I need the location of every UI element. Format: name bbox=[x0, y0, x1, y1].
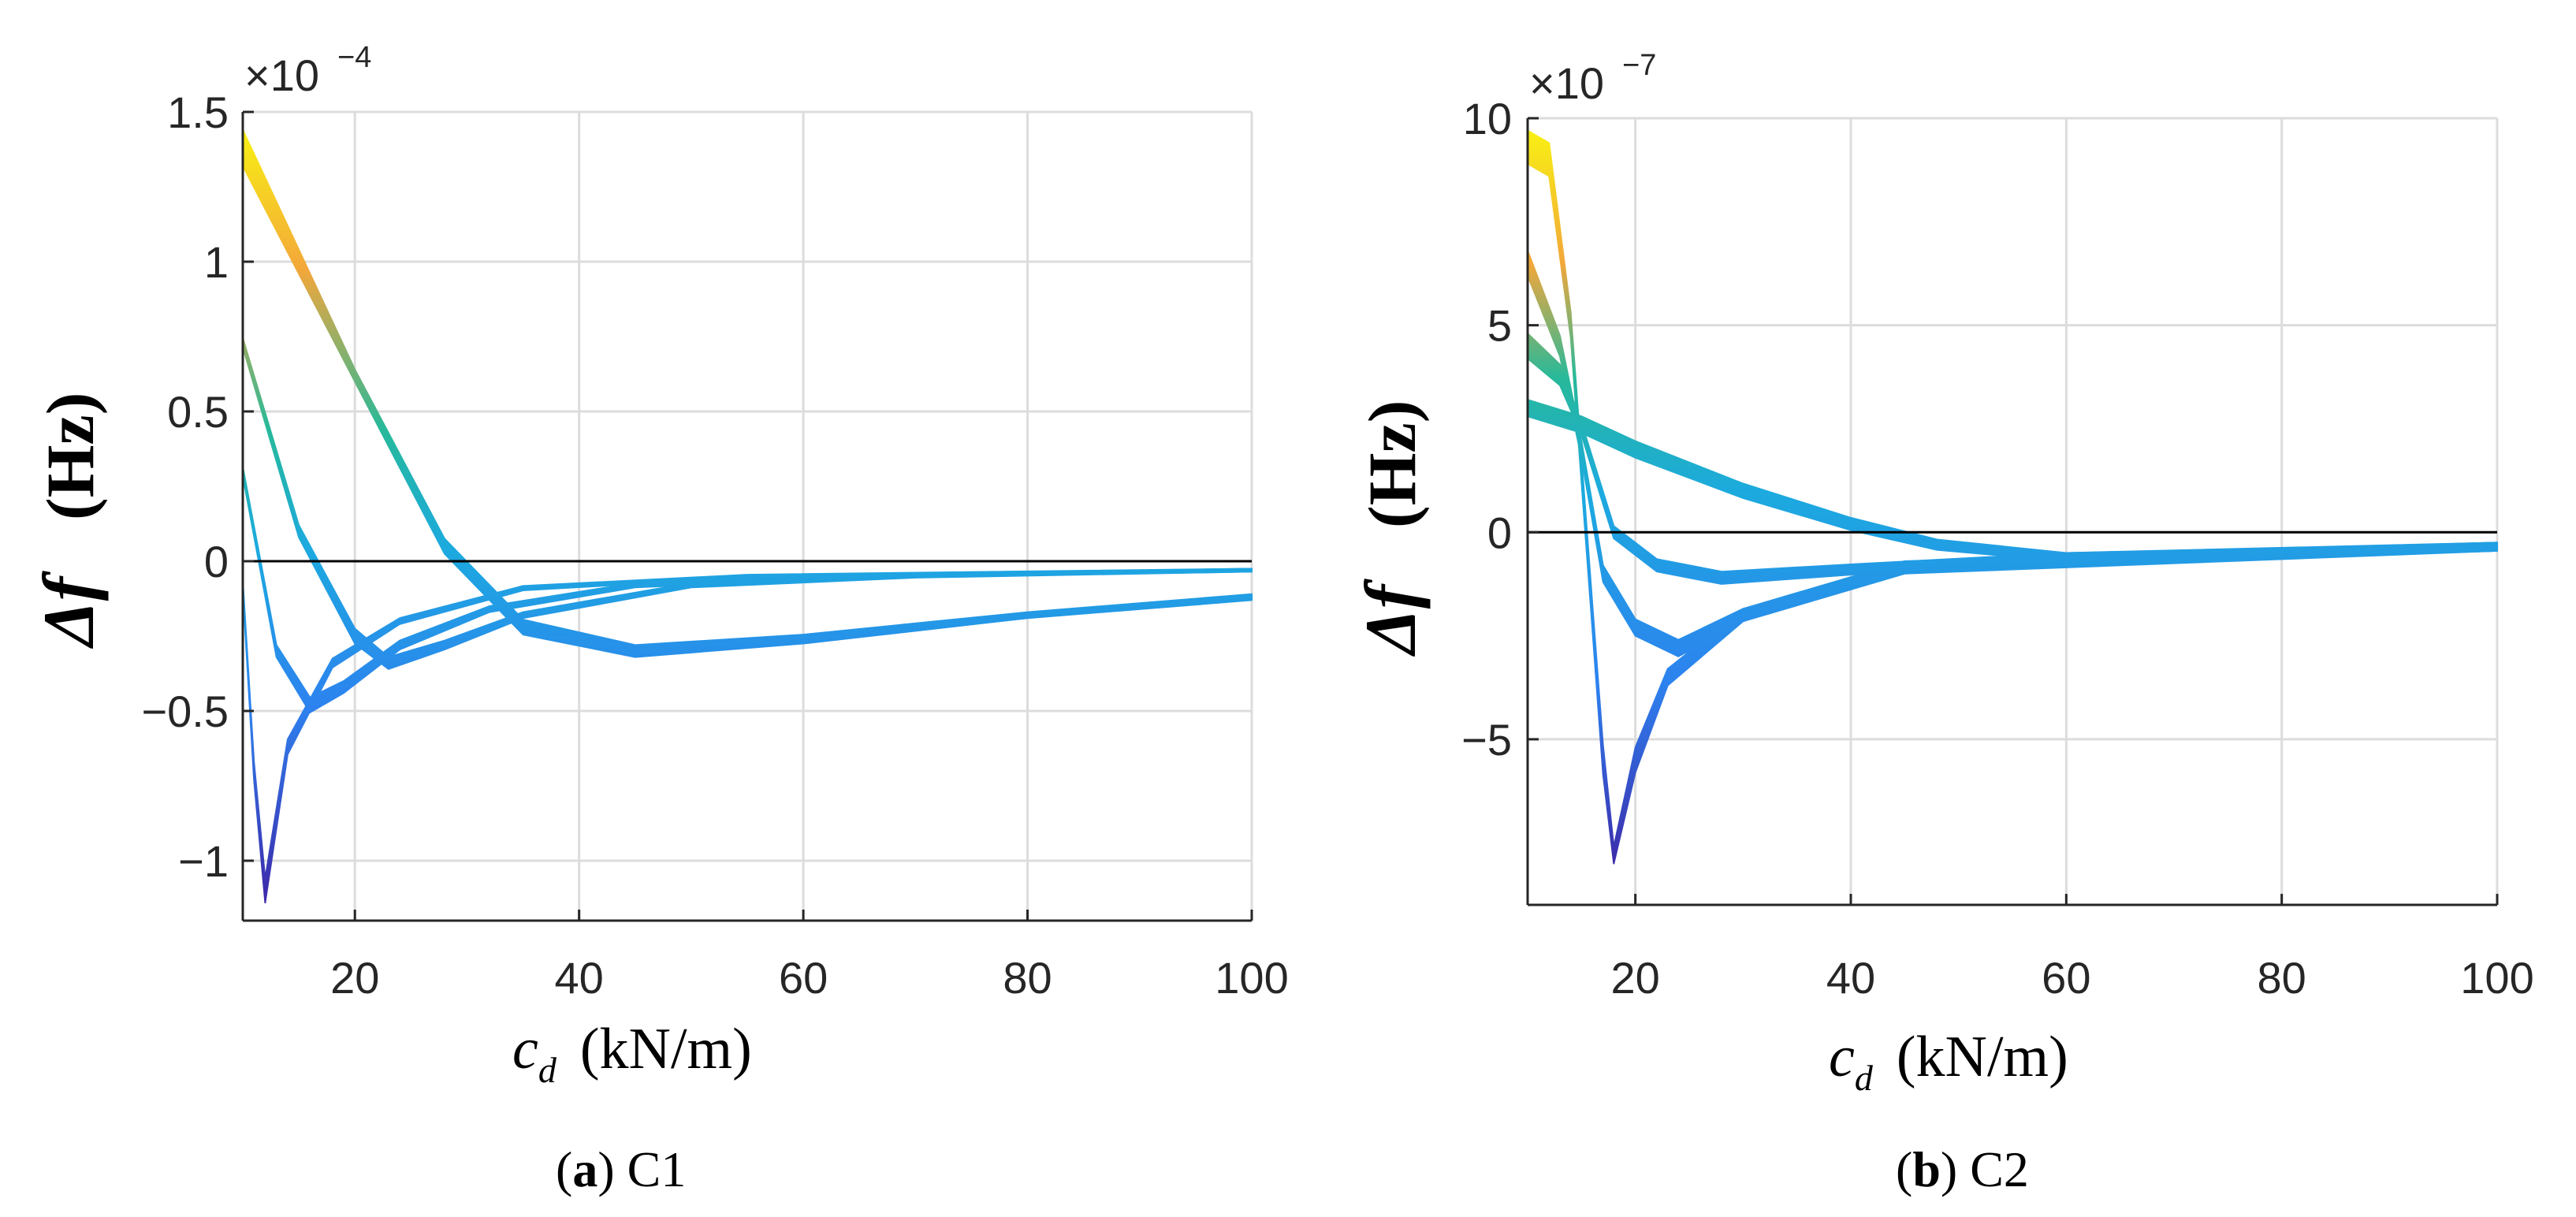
x-tick-label: 40 bbox=[1826, 953, 1875, 1003]
series-band-4 bbox=[1527, 129, 2498, 865]
y-tick-label: 1.5 bbox=[167, 87, 229, 137]
x-tick-label: 60 bbox=[779, 953, 828, 1003]
y-tick-label: 0.5 bbox=[167, 387, 229, 437]
x-tick-label: 20 bbox=[330, 953, 379, 1003]
series-band-1 bbox=[1527, 399, 2498, 562]
y-axis-label-unit: (Hz) bbox=[1354, 400, 1430, 528]
y-axis-label-symbol: Δf bbox=[1350, 578, 1431, 657]
series-bands bbox=[242, 128, 1253, 904]
caption-c1: (a) C1 bbox=[556, 1141, 686, 1197]
grid-lines bbox=[243, 110, 1253, 921]
axes bbox=[1526, 117, 2499, 906]
caption-c2: (b) C2 bbox=[1896, 1141, 2029, 1197]
exponent-power: −4 bbox=[337, 41, 371, 74]
exponent-base: ×10 bbox=[244, 50, 319, 100]
chart-panel-c2: 20 40 60 80 100 −5 0 5 10 ×10 −7 Δf (Hz) cd (kN/m… bbox=[1350, 49, 2534, 1197]
series-band-3 bbox=[242, 466, 1253, 713]
x-tick-label: 60 bbox=[2042, 953, 2090, 1003]
series-band-2 bbox=[242, 337, 1253, 670]
exponent-power: −7 bbox=[1622, 49, 1656, 82]
x-tick-label: 100 bbox=[2460, 953, 2533, 1003]
y-axis-label-unit: (Hz) bbox=[32, 393, 108, 520]
series-bands bbox=[1527, 129, 2498, 865]
chart-panel-c1: 20 40 60 80 100 −1 −0.5 0 0.5 1 1.5 ×10 −4 Δf (Hz)… bbox=[28, 41, 1289, 1197]
x-axis-label: cd (kN/m) bbox=[1829, 1025, 2068, 1098]
x-tick-label: 80 bbox=[2258, 953, 2306, 1003]
x-tick-label: 100 bbox=[1215, 953, 1288, 1003]
y-tick-label: 5 bbox=[1487, 301, 1512, 351]
y-tick-label: −5 bbox=[1461, 715, 1512, 765]
axes bbox=[241, 110, 1253, 922]
exponent-base: ×10 bbox=[1529, 58, 1604, 108]
y-tick-label: −0.5 bbox=[141, 687, 229, 736]
y-tick-label: 0 bbox=[204, 537, 229, 586]
x-tick-label: 20 bbox=[1611, 953, 1660, 1003]
x-tick-label: 40 bbox=[555, 953, 604, 1003]
series-band-4 bbox=[242, 568, 1253, 904]
y-tick-label: 0 bbox=[1487, 508, 1512, 557]
series-band-3 bbox=[1527, 250, 2498, 657]
x-axis-label: cd (kN/m) bbox=[512, 1017, 752, 1090]
y-tick-label: 10 bbox=[1463, 94, 1512, 143]
grid-lines bbox=[1528, 117, 2499, 905]
y-tick-label: 1 bbox=[204, 237, 229, 287]
y-tick-label: −1 bbox=[178, 836, 229, 886]
x-tick-label: 80 bbox=[1003, 953, 1052, 1003]
y-axis-label-symbol: Δf bbox=[28, 570, 109, 649]
tick-labels: 20 40 60 80 100 −5 0 5 10 bbox=[1461, 94, 2534, 1003]
tick-labels: 20 40 60 80 100 −1 −0.5 0 0.5 1 1.5 bbox=[141, 87, 1288, 1003]
